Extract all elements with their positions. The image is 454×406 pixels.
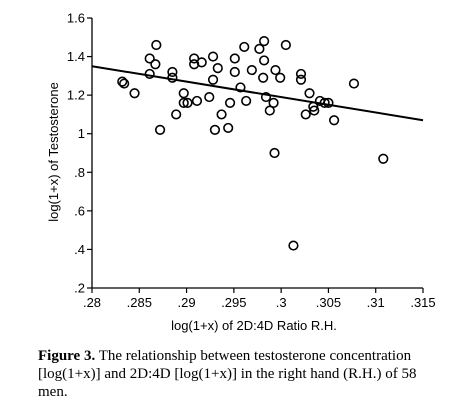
data-point bbox=[117, 76, 128, 87]
data-point bbox=[246, 64, 257, 76]
data-point bbox=[182, 97, 193, 108]
x-tick-label: .28 bbox=[83, 295, 101, 310]
data-point bbox=[259, 55, 270, 66]
data-point bbox=[229, 53, 240, 64]
figure-caption: Figure 3. The relationship between testo… bbox=[38, 347, 438, 401]
x-tick-label: .295 bbox=[221, 295, 246, 310]
data-point bbox=[129, 88, 140, 99]
x-tick-label: .285 bbox=[127, 295, 152, 310]
y-tick-label: .2 bbox=[74, 281, 85, 296]
x-tick-label: .31 bbox=[367, 295, 385, 310]
data-point bbox=[216, 109, 227, 120]
x-tick-label: .305 bbox=[316, 295, 341, 310]
data-point bbox=[178, 97, 189, 108]
caption-text: The relationship between testosterone co… bbox=[38, 348, 417, 400]
data-point bbox=[268, 97, 279, 108]
data-point bbox=[295, 74, 307, 85]
x-tick-label: .315 bbox=[410, 295, 435, 310]
data-point bbox=[348, 78, 360, 89]
data-point bbox=[229, 66, 240, 78]
data-point bbox=[288, 240, 299, 251]
data-point bbox=[323, 97, 334, 108]
y-tick-label: 1.6 bbox=[67, 11, 85, 26]
caption-label: Figure 3. bbox=[38, 348, 96, 364]
data-point bbox=[300, 109, 311, 120]
regression-line-group bbox=[91, 65, 424, 122]
data-point bbox=[209, 124, 221, 135]
data-point bbox=[280, 39, 291, 51]
data-point bbox=[378, 153, 389, 164]
data-point bbox=[207, 51, 219, 62]
data-point bbox=[254, 43, 265, 54]
data-point bbox=[150, 59, 161, 70]
data-point bbox=[259, 36, 270, 47]
data-point bbox=[178, 88, 189, 99]
y-tick-label: 1.2 bbox=[67, 88, 85, 103]
data-point bbox=[319, 97, 330, 108]
data-point bbox=[167, 72, 178, 83]
regression-line bbox=[91, 65, 424, 122]
data-point bbox=[167, 66, 178, 78]
data-point bbox=[144, 53, 155, 64]
data-point bbox=[196, 57, 207, 68]
data-point bbox=[171, 109, 182, 120]
x-tick-label: .3 bbox=[276, 295, 287, 310]
y-axis-title: log(1+x) of Testosterone bbox=[46, 82, 61, 222]
data-point bbox=[260, 91, 272, 103]
data-point bbox=[241, 95, 252, 107]
data-point bbox=[212, 63, 223, 74]
data-point bbox=[309, 105, 320, 116]
data-point bbox=[269, 147, 280, 159]
data-point bbox=[308, 101, 319, 112]
data-point bbox=[275, 72, 286, 83]
data-point bbox=[224, 97, 236, 108]
data-point bbox=[207, 74, 219, 85]
data-point bbox=[239, 41, 250, 53]
data-point bbox=[191, 95, 203, 107]
axes bbox=[91, 18, 423, 289]
data-point bbox=[151, 39, 162, 51]
data-point bbox=[235, 82, 246, 93]
y-tick-label: .8 bbox=[74, 165, 85, 180]
data-point bbox=[258, 72, 269, 83]
x-axis-title: log(1+x) of 2D:4D Ratio R.H. bbox=[171, 318, 337, 333]
scatter-chart: .28 .285 .29 .295 .3 .305 .31 .315 .2 .4 .6 .8 1 1.2 1… bbox=[46, 11, 436, 334]
data-point bbox=[329, 115, 340, 126]
x-tick-label: .29 bbox=[178, 295, 196, 310]
y-tick-label: .4 bbox=[74, 242, 85, 257]
data-point bbox=[144, 68, 155, 80]
data-point bbox=[223, 122, 234, 134]
data-points bbox=[117, 36, 389, 251]
data-point bbox=[295, 68, 307, 80]
data-point bbox=[154, 124, 166, 135]
data-point bbox=[304, 88, 315, 99]
y-tick-label: 1 bbox=[78, 126, 85, 141]
data-point bbox=[270, 64, 281, 76]
data-point bbox=[119, 78, 130, 89]
ticks: .28 .285 .29 .295 .3 .305 .31 .315 .2 .4 .6 .8 1 1.2 1… bbox=[67, 11, 436, 311]
y-tick-label: .6 bbox=[74, 203, 85, 218]
data-point bbox=[204, 91, 215, 103]
y-tick-label: 1.4 bbox=[67, 49, 85, 64]
